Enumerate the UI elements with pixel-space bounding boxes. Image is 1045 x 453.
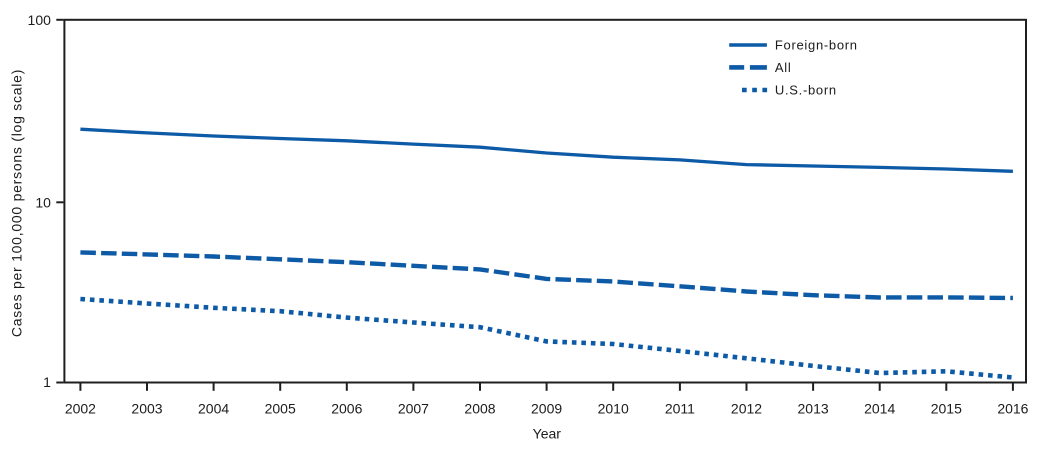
svg-text:U.S.-born: U.S.-born [775,83,837,98]
svg-text:2011: 2011 [665,401,695,417]
svg-text:2014: 2014 [864,401,895,417]
svg-text:10: 10 [35,195,51,211]
svg-text:1: 1 [43,374,51,390]
svg-text:2005: 2005 [265,401,296,417]
svg-text:2004: 2004 [198,401,229,417]
svg-text:2015: 2015 [931,401,962,417]
svg-text:100: 100 [28,12,52,28]
svg-text:2006: 2006 [331,401,362,417]
svg-text:All: All [775,60,792,75]
svg-text:2009: 2009 [531,401,562,417]
svg-text:Cases per 100,000 persons (log: Cases per 100,000 persons (log scale) [9,69,25,337]
svg-text:2008: 2008 [464,401,495,417]
svg-text:2012: 2012 [731,401,762,417]
svg-text:2007: 2007 [398,401,429,417]
svg-text:2016: 2016 [997,401,1028,417]
svg-text:2013: 2013 [798,401,829,417]
svg-text:2010: 2010 [598,401,629,417]
svg-text:2003: 2003 [131,401,162,417]
svg-text:2002: 2002 [65,401,96,417]
svg-text:Foreign-born: Foreign-born [775,38,858,53]
svg-text:Year: Year [533,425,562,441]
